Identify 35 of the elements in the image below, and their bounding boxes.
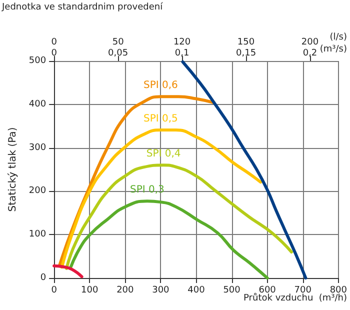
x2-tick-label: 0: [51, 48, 58, 58]
line-series: [65, 164, 293, 270]
x-tick-label: 0: [51, 286, 58, 296]
y-tick-label: 0: [40, 273, 46, 283]
line-series: [181, 60, 308, 280]
x-tick-label: 300: [152, 286, 170, 296]
text: (l/s): [330, 32, 348, 42]
y-tick-label: 200: [28, 186, 46, 196]
x-axis-title: Průtok vzduchu (m³/h): [244, 292, 348, 304]
y-tick-label: 500: [28, 56, 46, 66]
x2-tick-label: 0,2: [302, 48, 318, 58]
x-tick-label: 100: [81, 286, 98, 296]
line-series: [60, 128, 262, 269]
text: 200: [301, 38, 319, 48]
x2-tick-label: 0,05: [108, 48, 128, 58]
text: 120: [173, 38, 191, 48]
text: 150: [237, 38, 255, 48]
y-tick-label: 100: [28, 230, 46, 240]
x-tick-label: 700: [294, 286, 312, 296]
line-series: [52, 264, 84, 278]
text: 0: [51, 38, 58, 48]
y-axis-title: Statický tlak (Pa): [8, 127, 18, 212]
x2-tick-label: 0,15: [236, 48, 256, 58]
text: 50: [112, 38, 124, 48]
chart-title: Jednotka ve standardnim provedení: [1, 2, 164, 12]
series-label: SPI 0,5: [143, 114, 178, 125]
x-tick-label: 500: [223, 286, 241, 296]
y-tick-label: 400: [28, 99, 46, 110]
y-tick-label: 300: [28, 142, 46, 153]
x-tick-label: 200: [116, 286, 134, 296]
line-series: [68, 200, 269, 280]
x-tick-label: 400: [188, 286, 206, 296]
x2-axis-title: (m³/s): [320, 44, 348, 54]
x2-tick-label: 0,1: [174, 48, 190, 58]
series-label: SPI 0,6: [143, 80, 178, 92]
